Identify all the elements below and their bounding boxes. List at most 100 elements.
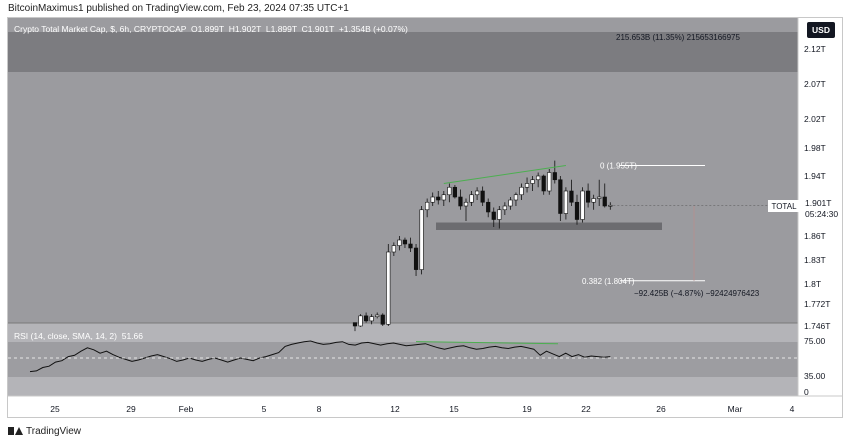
candle-body [363,315,369,322]
candle-body [452,186,458,198]
time-tick-label: 19 [522,404,532,414]
tradingview-logo-icon [8,426,23,436]
price-tick-label: 1.772T [804,299,830,309]
candle-body [491,211,496,220]
candle-body [608,204,613,207]
candle-body [524,183,530,188]
candle-body [569,190,574,203]
candle-body [558,179,563,214]
symbol-tag: TOTAL [768,200,800,212]
price-tick-label: 2.07T [804,79,826,89]
candle-body [552,172,557,181]
candle-body [463,201,469,207]
candle-body [519,186,524,196]
candle-body [508,199,513,207]
candle-body [486,201,491,213]
candle-body [469,194,474,203]
candle-body [441,194,446,201]
time-tick-label: 25 [50,404,60,414]
price-tick-label: 2.02T [804,114,826,124]
candle-body [358,315,363,327]
candle-body [386,251,391,325]
price-tick-label: 1.746T [804,321,830,331]
time-tick-label: 29 [126,404,136,414]
price-tick-label: 1.98T [804,143,826,153]
candle-body [574,201,580,220]
price-tick-label: 2.12T [804,44,826,54]
candle-body [397,239,402,246]
ohlc-high: 1.902T [234,24,262,34]
footer-brand: TradingView [26,425,82,437]
time-tick-label: 22 [581,404,591,414]
price-tick-label: 1.8T [804,279,821,289]
last-price-tag: 1.901T 05:24:30 [802,198,842,222]
candle-body [480,190,485,203]
candle-body [425,201,430,211]
rsi-trendline [415,341,559,345]
rsi-legend: RSI (14, close, SMA, 14, 2) 51.66 [14,331,143,341]
time-tick-label: 12 [390,404,400,414]
measure-top-label: 215.653B (11.35%) 215653166975 [616,33,741,42]
currency-button[interactable]: USD [807,22,835,38]
ohlc-change: +1.354B (+0.07%) [338,24,408,34]
candle-body [408,243,413,249]
chart-legend: Crypto Total Market Cap, $, 6h, CRYPTOCA… [14,24,408,34]
candle-body [391,245,396,253]
candle-body [369,316,374,322]
candle-body [502,205,507,211]
candle-body [530,179,535,184]
time-tick-label: 26 [656,404,666,414]
time-tick-label: 5 [262,404,267,414]
candle-body [436,196,441,201]
rsi-value: 51.66 [121,331,143,341]
rsi-tick-label: 0 [804,387,809,397]
chart-frame[interactable]: 2.12T 2.07T 2.02T 1.98T 1.94T 1.86T 1.83T 1.8T 1… [7,17,843,418]
chart-title: Crypto Total Market Cap, $, 6h, CRYPTOCA… [14,24,187,34]
candle-body [585,190,591,203]
candle-body [380,314,385,325]
time-tick-label: Mar [728,404,743,414]
time-tick-label: 8 [317,404,322,414]
fib-level-label: 0 (1.955T) [600,162,637,171]
candle-body [536,175,541,181]
candle-body [602,196,607,207]
candle-body [458,196,463,207]
candle-body [541,175,546,192]
candle-body [513,194,519,201]
support-zone [436,222,662,230]
measure-bottom-label: −92.425B (−4.87%) −92424976423 [634,289,760,298]
rsi-tick-label: 75.00 [804,336,826,346]
last-price-value: 1.901T [805,198,832,208]
candle-body [430,196,435,203]
candle-body [591,198,596,203]
candle-body [413,247,419,270]
price-tick-label: 1.94T [804,171,826,181]
time-tick-label: Feb [179,404,194,414]
candle-body [474,190,480,196]
time-tick-label: 15 [449,404,459,414]
rsi-line [29,340,611,373]
candle-body [447,186,452,196]
ohlc-open: 1.899T [197,24,224,34]
candle-body [352,322,358,327]
rsi-label: RSI (14, close, SMA, 14, 2) [14,331,117,341]
price-trendline [443,165,566,184]
ohlc-close: 1.901T [307,24,335,34]
fib-level-label: 0.382 (1.804T) [582,277,635,286]
rsi-tick-label: 35.00 [804,371,826,381]
measure-band-top [8,32,798,72]
price-tick-label: 1.83T [804,255,826,265]
ohlc-low: 1.899T [270,24,297,34]
candle-body [497,209,502,220]
candle-body [563,190,568,214]
candle-body [402,239,408,245]
candle-body [547,172,552,192]
candle-body [375,314,380,317]
candlestick-chart[interactable]: 2.12T 2.07T 2.02T 1.98T 1.94T 1.86T 1.83T 1.8T 1… [8,18,843,418]
bar-countdown: 05:24:30 [805,209,839,219]
publish-line: BitcoinMaximus1 published on TradingView… [8,3,349,14]
footer: TradingView [8,424,81,438]
candle-body [580,190,585,220]
price-tick-label: 1.86T [804,231,826,241]
candle-body [419,209,424,270]
